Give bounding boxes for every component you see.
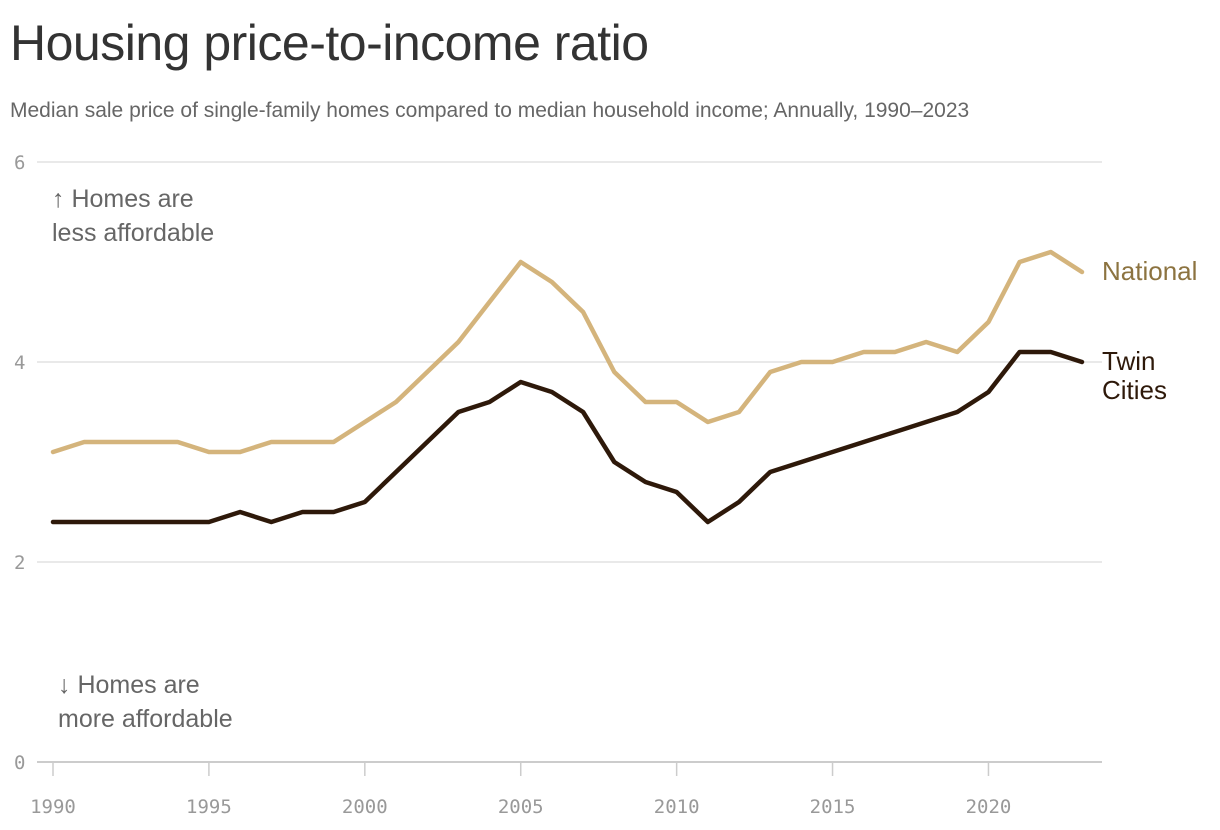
y-tick-label: 4 bbox=[14, 352, 25, 374]
y-tick-label: 0 bbox=[14, 752, 25, 774]
annotation-up-line1: ↑ Homes are bbox=[52, 185, 194, 213]
series-lines bbox=[50, 249, 1085, 525]
x-tick-label: 1995 bbox=[186, 796, 232, 818]
gridlines bbox=[37, 161, 1102, 763]
x-tick-label: 2020 bbox=[966, 796, 1012, 818]
x-tick-label: 2000 bbox=[342, 796, 388, 818]
annotation-more-affordable: ↓ Homes are more affordable bbox=[58, 671, 233, 733]
y-tick-label: 6 bbox=[14, 152, 25, 174]
y-tick-label: 2 bbox=[14, 552, 25, 574]
x-tick-label: 2015 bbox=[810, 796, 856, 818]
annotation-down-line2: more affordable bbox=[58, 705, 233, 733]
series-label-twin-cities: Twin bbox=[1102, 346, 1155, 376]
x-tick-label: 2005 bbox=[498, 796, 544, 818]
series-line-twin-cities bbox=[50, 349, 1085, 525]
chart-title: Housing price-to-income ratio bbox=[10, 15, 649, 71]
x-tick-label: 1990 bbox=[30, 796, 76, 818]
series-line-national bbox=[50, 249, 1085, 455]
annotation-up-line2: less affordable bbox=[52, 219, 214, 247]
series-label-national: National bbox=[1102, 256, 1197, 286]
annotation-less-affordable: ↑ Homes are less affordable bbox=[52, 185, 214, 247]
x-tick-label: 2010 bbox=[654, 796, 700, 818]
series-label-twin-cities: Cities bbox=[1102, 375, 1167, 405]
y-axis-ticks: 0 2 4 6 bbox=[14, 152, 25, 774]
chart-subtitle: Median sale price of single-family homes… bbox=[10, 99, 970, 122]
annotation-down-line1: ↓ Homes are bbox=[58, 671, 200, 699]
x-axis-ticks: 1990 1995 2000 2005 2010 2015 2020 bbox=[30, 762, 1011, 818]
